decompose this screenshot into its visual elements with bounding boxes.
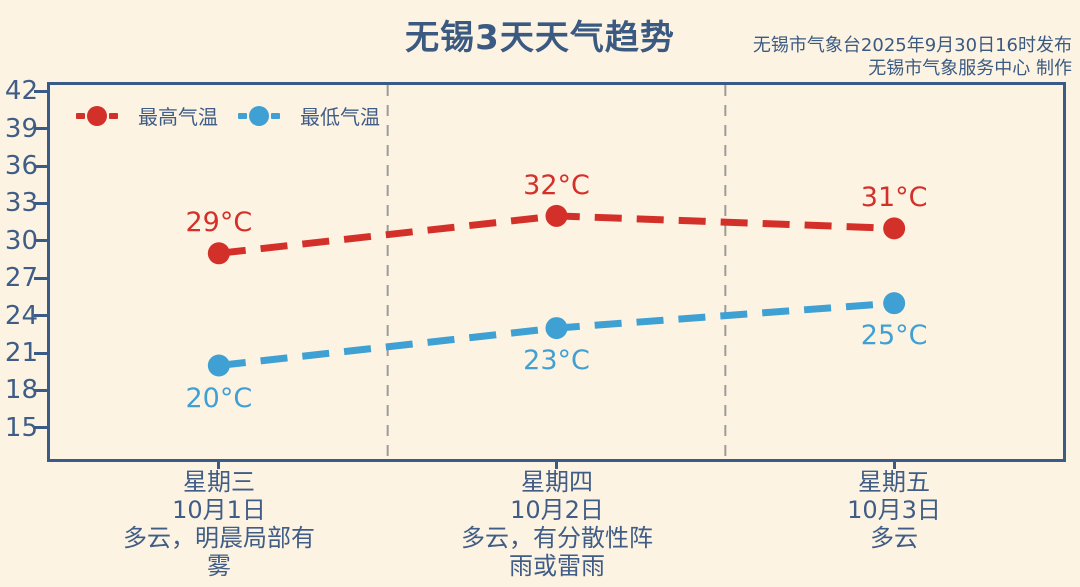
weekday-label: 星期三: [183, 468, 255, 496]
y-axis-tick-label: 42: [4, 76, 38, 107]
y-axis-tick-label: 30: [4, 225, 38, 256]
date-label: 10月3日: [847, 496, 941, 524]
low-temp-legend-marker: [238, 105, 280, 126]
y-axis-tick: [34, 388, 47, 392]
low-temp-point: [883, 292, 906, 315]
low-legend-dot: [249, 105, 269, 126]
page-title: 无锡3天天气趋势: [405, 18, 675, 58]
y-axis-tick: [34, 201, 47, 205]
y-axis-tick: [34, 276, 47, 280]
legend: 最高气温 最低气温: [76, 101, 380, 130]
y-axis-tick: [34, 164, 47, 168]
y-axis-tick-label: 33: [4, 188, 38, 219]
high-temp-value-label: 31°C: [860, 182, 928, 214]
high-temp-value-label: 29°C: [185, 207, 253, 239]
y-axis-tick-label: 24: [4, 300, 38, 331]
condition-label: 多云: [870, 524, 918, 552]
legend-item-low: 最低气温: [238, 101, 380, 130]
weekday-label: 星期四: [521, 468, 593, 496]
x-axis-tick: [892, 459, 896, 469]
chart-svg: [207, 85, 906, 459]
high-legend-dash-left: [76, 112, 85, 119]
y-axis-tick: [34, 127, 47, 131]
high-legend-dot: [87, 105, 107, 126]
y-axis-tick-label: 15: [4, 412, 38, 443]
y-axis-tick-label: 27: [4, 263, 38, 294]
weekday-label: 星期五: [858, 468, 930, 496]
high-temp-legend-marker: [76, 105, 118, 126]
x-axis-tick: [555, 459, 558, 469]
high-temp-value-label: 32°C: [523, 169, 590, 201]
low-legend-dash-left: [238, 112, 247, 119]
low-temp-value-label: 25°C: [860, 320, 928, 352]
x-label-day1: 星期三 10月1日 多云，明晨局部有雾: [79, 468, 359, 580]
publisher-info: 无锡市气象台2025年9月30日16时发布 无锡市气象服务中心 制作: [753, 34, 1072, 80]
high-temp-point: [883, 217, 906, 240]
legend-label-low: 最低气温: [300, 105, 380, 129]
y-axis-tick-label: 36: [4, 151, 38, 182]
low-temp-point: [545, 317, 568, 340]
high-temp-point: [207, 242, 230, 265]
condition-label: 多云，明晨局部有雾: [123, 524, 315, 580]
plot-area: 最高气温 最低气温 29°C 32°C 31°C 20°C 23°C 25°C: [47, 82, 1066, 462]
publisher-line2: 无锡市气象服务中心 制作: [868, 58, 1072, 79]
x-label-day2: 星期四 10月2日 多云，有分散性阵雨或雷雨: [417, 468, 697, 580]
high-legend-dash-right: [109, 112, 118, 119]
date-label: 10月1日: [172, 496, 266, 524]
y-axis-tick: [34, 89, 47, 93]
y-axis-tick-label: 18: [4, 375, 38, 406]
y-axis-tick: [34, 426, 47, 430]
condition-label: 多云，有分散性阵雨或雷雨: [461, 524, 653, 580]
legend-item-high: 最高气温: [76, 101, 218, 130]
low-legend-dash-right: [271, 112, 280, 119]
high-temp-point: [545, 204, 568, 227]
legend-label-high: 最高气温: [138, 105, 218, 129]
date-label: 10月2日: [510, 496, 604, 524]
x-label-day3: 星期五 10月3日 多云: [754, 468, 1034, 552]
low-temp-value-label: 20°C: [185, 382, 253, 414]
low-temp-point: [207, 354, 230, 377]
y-axis-tick: [34, 239, 47, 243]
x-axis-tick: [217, 459, 221, 469]
y-axis-tick-label: 21: [4, 338, 38, 369]
publisher-line1: 无锡市气象台2025年9月30日16时发布: [752, 35, 1072, 56]
y-axis-tick-label: 39: [4, 113, 38, 144]
y-axis-tick: [34, 351, 47, 355]
low-temp-value-label: 23°C: [523, 345, 590, 377]
y-axis-tick: [34, 314, 47, 318]
